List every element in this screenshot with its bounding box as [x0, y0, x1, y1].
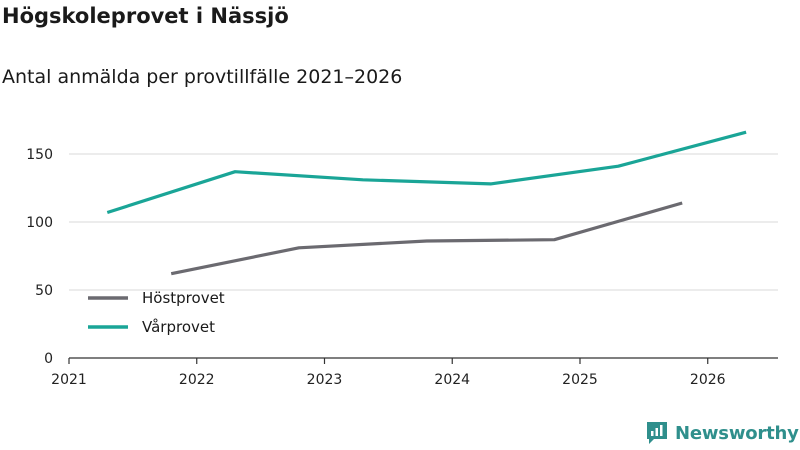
brand-name: Newsworthy — [675, 422, 799, 444]
brand: Newsworthy — [645, 420, 799, 446]
series-line-hostprovet — [170, 201, 683, 276]
y-tick-label: 50 — [35, 283, 53, 299]
x-tick-label: 2021 — [51, 372, 87, 388]
y-tick-label: 100 — [26, 215, 53, 231]
y-tick-label: 150 — [26, 147, 53, 163]
page-title: Högskoleprovet i Nässjö — [2, 4, 289, 28]
series-layer — [106, 130, 747, 276]
x-tick-label: 2024 — [434, 372, 470, 388]
newsworthy-logo-icon — [647, 422, 667, 444]
axis-layer: 0 50 100 150 2021 2022 2023 2024 2025 2026 — [26, 147, 778, 388]
legend-label: Vårprovet — [142, 318, 215, 336]
x-tick-label: 2025 — [562, 372, 598, 388]
grid-layer — [69, 153, 778, 291]
x-tick-label: 2026 — [690, 372, 726, 388]
legend: Höstprovet Vårprovet — [88, 289, 225, 336]
page-subtitle: Antal anmälda per provtillfälle 2021–202… — [2, 66, 403, 88]
x-tick-label: 2022 — [179, 372, 215, 388]
legend-label: Höstprovet — [142, 289, 225, 307]
series-line-varprovet — [106, 130, 747, 215]
y-tick-label: 0 — [44, 351, 53, 367]
x-tick-label: 2023 — [307, 372, 343, 388]
